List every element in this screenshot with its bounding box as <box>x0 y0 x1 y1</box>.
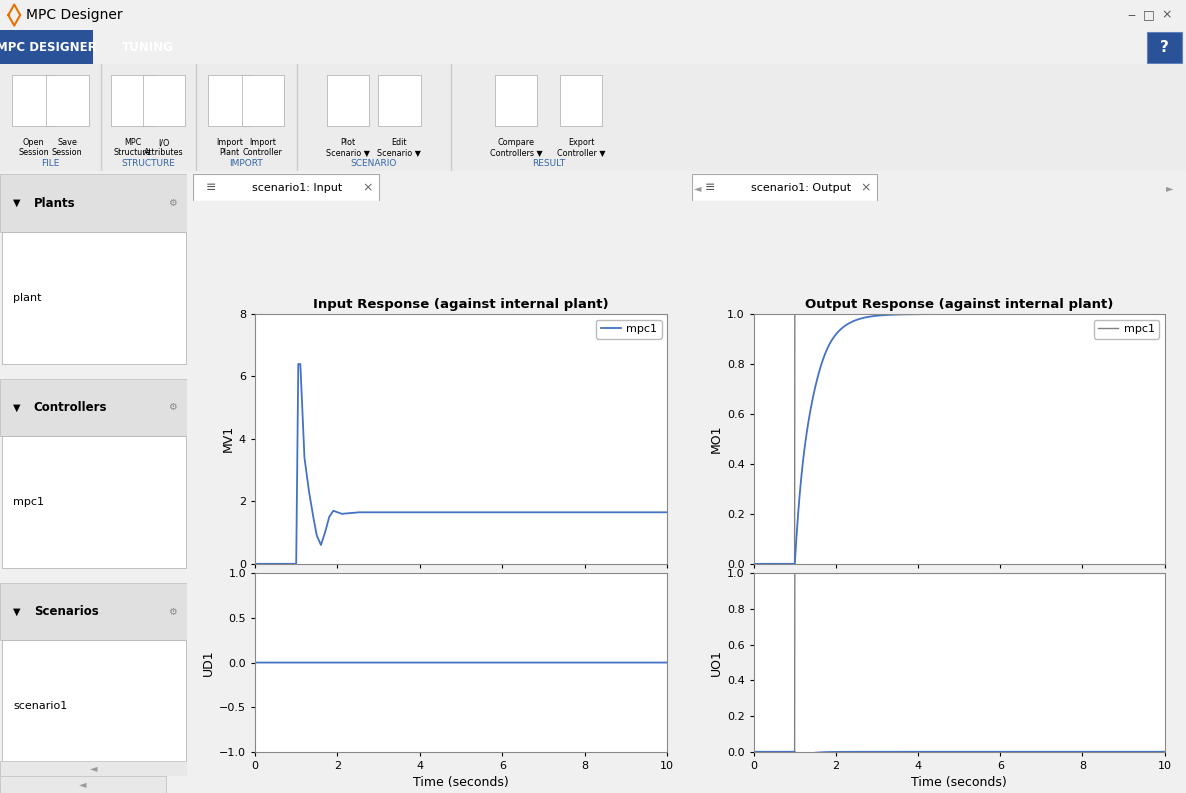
Text: plant: plant <box>13 293 42 303</box>
Text: Save
Session: Save Session <box>52 138 83 158</box>
Bar <box>2 232 185 364</box>
Text: Export
Controller ▼: Export Controller ▼ <box>557 138 605 158</box>
Text: ≡: ≡ <box>704 182 715 194</box>
Y-axis label: MV1: MV1 <box>222 425 235 453</box>
Text: Import
Controller: Import Controller <box>243 138 282 158</box>
Bar <box>142 75 185 126</box>
Text: ?: ? <box>1160 40 1169 55</box>
Text: ×: × <box>1162 9 1172 21</box>
Bar <box>0 776 166 793</box>
Text: Scenarios: Scenarios <box>33 605 98 619</box>
Bar <box>242 75 285 126</box>
Text: SCENARIO: SCENARIO <box>350 159 397 168</box>
Text: Open
Session: Open Session <box>18 138 49 158</box>
Bar <box>0 760 187 776</box>
Title: Output Response (against internal plant): Output Response (against internal plant) <box>805 298 1114 312</box>
Text: FILE: FILE <box>42 159 59 168</box>
Text: IMPORT: IMPORT <box>229 159 263 168</box>
Text: Plants: Plants <box>33 197 76 209</box>
Y-axis label: UD1: UD1 <box>202 649 215 676</box>
X-axis label: Time (seconds): Time (seconds) <box>911 776 1007 789</box>
Text: Controllers: Controllers <box>33 401 107 414</box>
Text: ►: ► <box>1166 183 1174 193</box>
Text: RESULT: RESULT <box>531 159 566 168</box>
Text: ▼: ▼ <box>13 198 20 208</box>
Text: ▼: ▼ <box>13 402 20 412</box>
Text: ⚙: ⚙ <box>168 198 177 208</box>
Bar <box>2 436 185 568</box>
Bar <box>193 174 380 201</box>
Bar <box>12 75 55 126</box>
Text: scenario1: Output: scenario1: Output <box>751 183 850 193</box>
Text: ‒: ‒ <box>1128 9 1135 21</box>
Bar <box>1147 32 1182 63</box>
Text: Compare
Controllers ▼: Compare Controllers ▼ <box>490 138 542 158</box>
Text: MPC DESIGNER: MPC DESIGNER <box>0 40 96 54</box>
Bar <box>693 174 878 201</box>
Text: TUNING: TUNING <box>122 40 174 54</box>
Bar <box>0 30 93 64</box>
Bar <box>495 75 537 126</box>
Text: ⚙: ⚙ <box>168 402 177 412</box>
Bar <box>0 174 187 232</box>
Legend: mpc1: mpc1 <box>597 320 662 339</box>
Text: Edit
Scenario ▼: Edit Scenario ▼ <box>377 138 421 158</box>
Bar <box>326 75 369 126</box>
Title: Input Response (against internal plant): Input Response (against internal plant) <box>313 298 608 312</box>
Bar <box>111 75 154 126</box>
Text: □: □ <box>1143 9 1155 21</box>
Legend: mpc1: mpc1 <box>1093 320 1159 339</box>
Bar <box>46 75 89 126</box>
Text: ◄: ◄ <box>694 183 701 193</box>
Text: scenario1: Input: scenario1: Input <box>251 183 343 193</box>
Text: ⚙: ⚙ <box>168 607 177 617</box>
Text: ×: × <box>860 182 871 194</box>
Text: MPC
Structure: MPC Structure <box>114 138 151 158</box>
Text: ◄: ◄ <box>90 764 97 773</box>
Bar <box>378 75 421 126</box>
Text: STRUCTURE: STRUCTURE <box>121 159 176 168</box>
Bar <box>0 583 187 640</box>
Text: Import
Plant: Import Plant <box>216 138 243 158</box>
Bar <box>2 640 185 772</box>
Text: ◄: ◄ <box>79 780 87 789</box>
Y-axis label: MO1: MO1 <box>709 425 722 453</box>
Text: mpc1: mpc1 <box>13 497 44 507</box>
Bar <box>0 379 187 436</box>
Text: MPC Designer: MPC Designer <box>26 8 122 22</box>
Bar <box>208 75 250 126</box>
Text: scenario1: scenario1 <box>13 702 68 711</box>
Text: ≡: ≡ <box>205 182 216 194</box>
Text: ×: × <box>362 182 372 194</box>
Text: I/O
Attributes: I/O Attributes <box>145 138 184 158</box>
Y-axis label: UO1: UO1 <box>709 649 722 676</box>
Text: ▼: ▼ <box>13 607 20 617</box>
Text: Plot
Scenario ▼: Plot Scenario ▼ <box>326 138 370 158</box>
X-axis label: Time (seconds): Time (seconds) <box>413 776 509 789</box>
Bar <box>560 75 602 126</box>
